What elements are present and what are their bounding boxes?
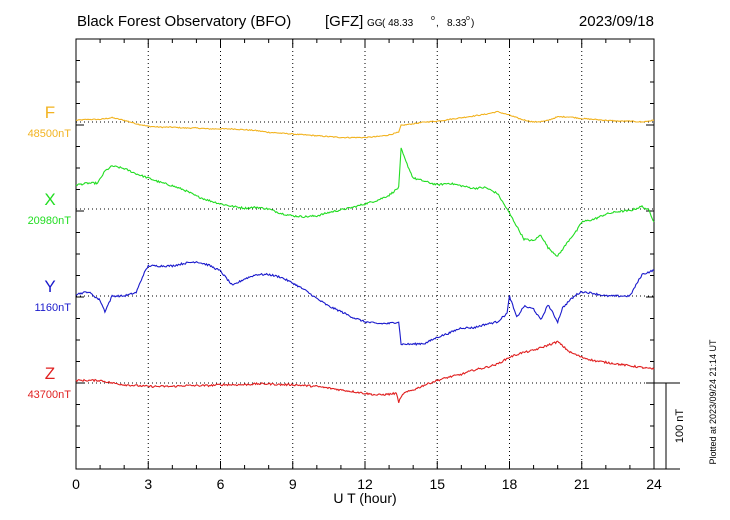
x-tick-label-12: 12 xyxy=(357,476,373,492)
series-baseline-label-Y: 1160nT xyxy=(35,302,72,314)
series-layer xyxy=(75,110,655,403)
series-line-X xyxy=(75,147,655,257)
longitude-degree-mark: o xyxy=(466,15,470,22)
series-name-Y: Y xyxy=(44,277,55,296)
coordinate-prefix: GG xyxy=(367,18,383,29)
series-line-Y xyxy=(75,261,655,346)
series-line-F xyxy=(75,110,655,139)
coordinate-separator: , xyxy=(436,18,439,29)
scale-bar-label: 100 nT xyxy=(674,409,686,444)
x-tick-label-6: 6 xyxy=(217,476,225,492)
x-tick-labels: 0 3 6 9 12 15 18 21 24 xyxy=(72,476,662,492)
series-labels: F 48500nT X 20980nT Y 1160nT Z 43700nT xyxy=(28,103,72,401)
x-axis-label: U T (hour) xyxy=(333,490,396,506)
coordinate-close-paren: ) xyxy=(471,18,474,29)
x-tick-label-18: 18 xyxy=(502,476,518,492)
series-baseline-label-X: 20980nT xyxy=(28,215,72,227)
latitude-degree-mark: o xyxy=(431,15,435,22)
series-name-X: X xyxy=(44,190,55,209)
tick-marks xyxy=(75,39,655,469)
coordinate-latitude: ( 48.33 xyxy=(382,18,414,29)
series-name-Z: Z xyxy=(45,364,55,383)
series-baseline-label-F: 48500nT xyxy=(28,128,72,140)
series-baseline-label-Z: 43700nT xyxy=(28,389,72,401)
x-tick-label-0: 0 xyxy=(72,476,80,492)
x-tick-label-3: 3 xyxy=(144,476,152,492)
agency-label: [GFZ] xyxy=(325,13,363,30)
x-tick-label-24: 24 xyxy=(646,476,662,492)
scale-bar: 100 nT xyxy=(654,382,686,470)
coordinate-longitude: 8.33 xyxy=(447,18,467,29)
x-tick-label-21: 21 xyxy=(574,476,590,492)
chart-date: 2023/09/18 xyxy=(579,13,654,30)
plotted-at-note: Plotted at 2023/09/24 21:14 UT xyxy=(708,339,718,465)
chart-title: Black Forest Observatory (BFO) xyxy=(77,13,291,30)
series-line-Z xyxy=(75,340,655,403)
x-tick-label-9: 9 xyxy=(289,476,297,492)
x-tick-label-15: 15 xyxy=(429,476,445,492)
series-name-F: F xyxy=(45,103,55,122)
grid-lines xyxy=(76,39,654,469)
